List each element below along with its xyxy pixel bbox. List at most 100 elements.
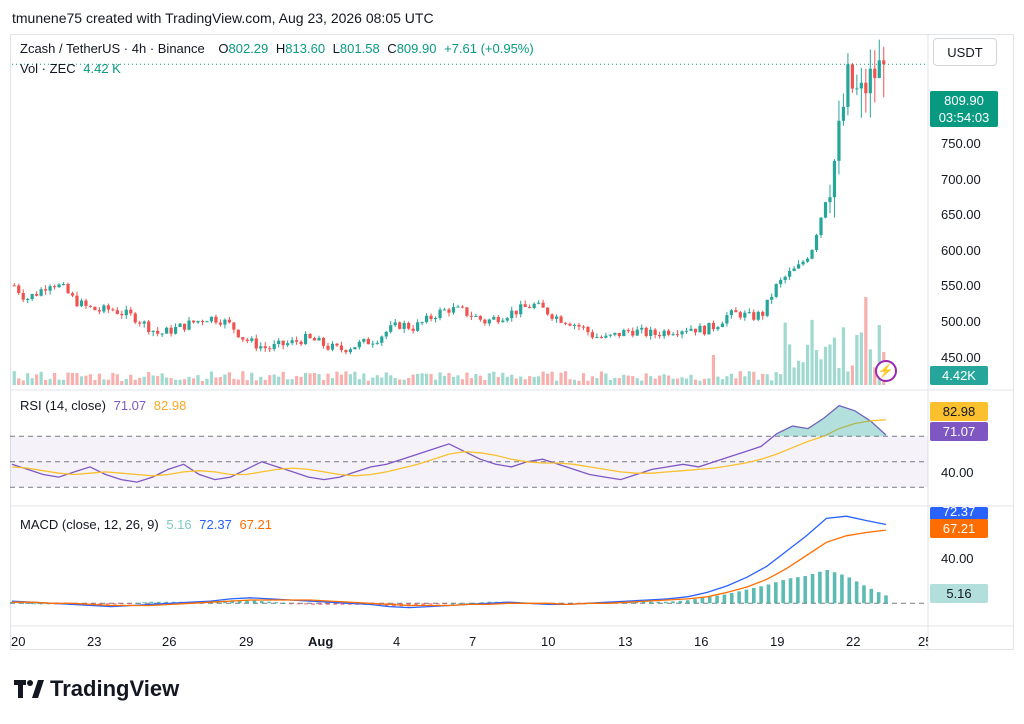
volume-bar xyxy=(514,378,518,385)
volume-bar xyxy=(841,327,846,385)
candle-body xyxy=(21,292,25,300)
time-axis-label: 16 xyxy=(694,634,709,649)
macd-histogram-bar xyxy=(164,601,169,604)
macd-histogram-bar xyxy=(671,601,675,604)
signal-line xyxy=(12,529,887,607)
volume-bar xyxy=(299,376,303,385)
volume-bar xyxy=(675,378,680,385)
volume-bar xyxy=(568,379,572,385)
candle-body xyxy=(250,338,254,341)
close-label: C xyxy=(387,41,397,56)
macd-histogram-bar xyxy=(450,603,455,605)
candle-body xyxy=(214,316,218,323)
candle-body xyxy=(160,333,164,335)
volume-bar xyxy=(725,376,729,385)
volume-bar xyxy=(70,372,75,385)
volume-bar xyxy=(474,373,478,385)
macd-histogram-bar xyxy=(715,595,719,604)
volume-bar xyxy=(832,337,837,385)
volume-bar xyxy=(855,335,859,385)
volume-bar xyxy=(819,359,823,385)
candle-body xyxy=(501,320,505,323)
candle-body xyxy=(658,334,662,337)
time-axis-label: 23 xyxy=(87,634,102,649)
candle-body xyxy=(595,337,599,339)
candle-body xyxy=(622,330,626,337)
macd-histogram-bar xyxy=(759,586,763,604)
volume-bar xyxy=(698,380,702,385)
volume-bar xyxy=(658,375,662,385)
macd-label[interactable]: MACD (close, 12, 26, 9) xyxy=(20,517,159,532)
time-axis-label: 29 xyxy=(239,634,254,649)
candle-body xyxy=(196,320,200,323)
candle-body xyxy=(402,322,406,329)
candle-body xyxy=(321,337,326,346)
candle-body xyxy=(420,322,424,324)
candle-body xyxy=(147,321,151,333)
volume-bar xyxy=(541,371,545,385)
candle-body xyxy=(837,120,841,161)
candle-body xyxy=(115,310,119,314)
lightning-icon[interactable]: ⚡ xyxy=(875,360,897,382)
candle-body xyxy=(66,284,70,294)
volume-bar xyxy=(729,373,733,385)
volume-bar xyxy=(599,371,603,385)
volume-bar xyxy=(868,349,872,385)
chart-frame[interactable] xyxy=(10,34,1014,650)
candle-body xyxy=(223,319,227,325)
macd-histogram-bar xyxy=(421,603,426,606)
macd-histogram-bar xyxy=(120,603,124,605)
countdown-tag: 03:54:03 xyxy=(930,108,998,127)
volume-bar xyxy=(608,380,612,385)
rsi-label[interactable]: RSI (14, close) xyxy=(20,398,106,413)
currency-button[interactable]: USDT xyxy=(933,38,997,66)
volume-bar xyxy=(546,373,550,385)
volume-bar xyxy=(622,374,626,385)
volume-bar xyxy=(770,380,774,385)
volume-bar xyxy=(743,376,747,385)
macd-histogram-bar xyxy=(685,600,690,604)
candle-body xyxy=(416,322,420,331)
symbol-label[interactable]: Zcash / TetherUS · 4h · Binance xyxy=(20,41,205,56)
candle-body xyxy=(528,307,532,309)
candle-body xyxy=(738,312,742,318)
candle-body xyxy=(846,64,850,107)
volume-bar xyxy=(631,376,635,385)
macd-histogram-bar xyxy=(847,577,852,604)
rsi-ma-value: 82.98 xyxy=(153,398,187,413)
volume-label[interactable]: Vol · ZEC xyxy=(20,61,76,76)
candle-body xyxy=(487,319,491,324)
time-axis-label: 13 xyxy=(618,634,633,649)
volume-bar xyxy=(505,376,509,385)
volume-bar xyxy=(626,375,630,385)
time-axis-label: 4 xyxy=(393,634,401,649)
macd-histogram-bar xyxy=(39,603,44,605)
candle-body xyxy=(339,345,344,351)
candle-body xyxy=(662,330,666,337)
candle-body xyxy=(698,325,702,333)
chart-header-text: tmunene75 created with TradingView.com, … xyxy=(12,10,434,26)
candle-body xyxy=(667,330,671,335)
candle-body xyxy=(17,285,21,293)
volume-bar xyxy=(613,377,617,385)
brand-name: TradingView xyxy=(50,676,180,701)
macd-histogram-bar xyxy=(245,600,249,604)
candle-body xyxy=(680,331,684,335)
candle-body xyxy=(779,279,783,285)
volume-bar xyxy=(738,371,742,385)
volume-bar xyxy=(142,376,146,385)
candle-body xyxy=(57,284,61,288)
volume-bar xyxy=(595,378,599,385)
candle-body xyxy=(644,327,648,336)
volume-bar xyxy=(572,379,577,385)
macd-histogram-bar xyxy=(443,603,448,605)
volume-bar xyxy=(671,378,675,385)
candle-body xyxy=(259,346,263,349)
candle-body xyxy=(429,315,433,320)
rsi-axis-label: 40.00 xyxy=(941,465,974,480)
candle-body xyxy=(765,299,769,316)
macd-histogram-bar xyxy=(656,601,661,604)
volume-bar xyxy=(581,373,586,385)
candle-body xyxy=(720,323,725,328)
